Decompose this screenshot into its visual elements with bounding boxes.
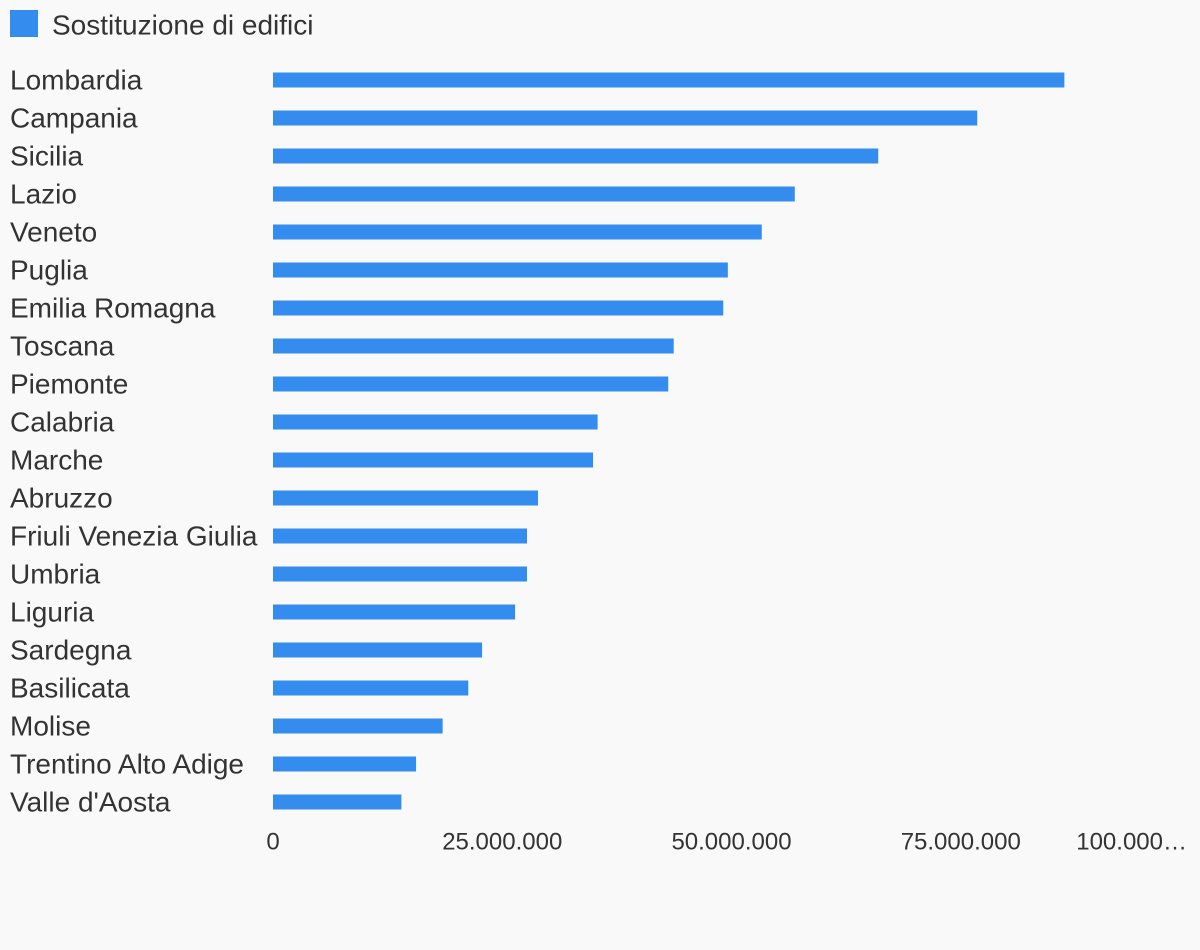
y-tick-label: Trentino Alto Adige <box>10 748 244 779</box>
bar <box>273 452 594 468</box>
y-tick-label: Calabria <box>10 406 115 437</box>
legend-swatch <box>10 10 38 37</box>
y-tick-label: Valle d'Aosta <box>10 786 171 817</box>
x-tick-label: 100.000… <box>1076 828 1187 855</box>
bar <box>273 794 402 810</box>
bar <box>273 756 417 772</box>
bar <box>273 186 795 202</box>
y-tick-label: Toscana <box>10 330 115 361</box>
bar <box>273 148 879 164</box>
y-tick-label: Veneto <box>10 216 97 247</box>
x-tick-label: 0 <box>266 828 279 855</box>
x-tick-label: 50.000.000 <box>671 828 791 855</box>
y-tick-label: Sicilia <box>10 140 84 171</box>
y-tick-label: Piemonte <box>10 368 128 399</box>
bar <box>273 528 528 544</box>
y-tick-label: Sardegna <box>10 634 132 665</box>
bar <box>273 110 978 126</box>
y-tick-label: Abruzzo <box>10 482 113 513</box>
y-tick-label: Molise <box>10 710 91 741</box>
x-tick-label: 75.000.000 <box>901 828 1021 855</box>
bar <box>273 376 669 392</box>
bar <box>273 72 1065 88</box>
bar <box>273 604 516 620</box>
y-tick-label: Umbria <box>10 558 101 589</box>
x-tick-label: 25.000.000 <box>442 828 562 855</box>
y-tick-label: Emilia Romagna <box>10 292 216 323</box>
bar <box>273 414 598 430</box>
bar <box>273 338 674 354</box>
y-tick-label: Lombardia <box>10 64 143 95</box>
y-tick-label: Lazio <box>10 178 77 209</box>
legend-label: Sostituzione di edifici <box>52 9 313 40</box>
bar <box>273 680 469 696</box>
y-tick-label: Marche <box>10 444 103 475</box>
y-tick-label: Campania <box>10 102 138 133</box>
bar <box>273 262 728 278</box>
y-tick-label: Liguria <box>10 596 94 627</box>
bar <box>273 300 724 316</box>
bar <box>273 642 483 658</box>
bar <box>273 490 539 506</box>
y-tick-label: Puglia <box>10 254 88 285</box>
bar <box>273 566 528 582</box>
y-tick-label: Friuli Venezia Giulia <box>10 520 258 551</box>
y-tick-label: Basilicata <box>10 672 130 703</box>
bar <box>273 224 762 240</box>
bar <box>273 718 443 734</box>
